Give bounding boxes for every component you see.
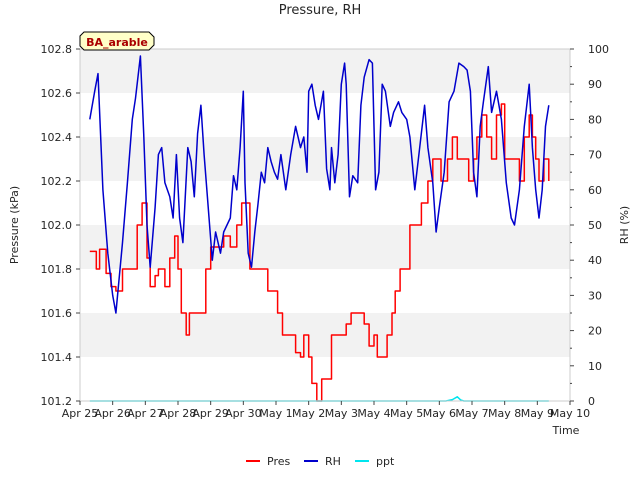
grid-band (80, 269, 570, 313)
right-tick-label: 0 (588, 395, 595, 408)
right-tick-label: 100 (588, 43, 609, 56)
right-axis-label: RH (%) (618, 206, 631, 244)
right-tick-label: 20 (588, 325, 602, 338)
right-axis: 0 10 20 30 40 50 60 70 80 90 100 (570, 43, 609, 408)
left-tick-label: 101.2 (41, 395, 73, 408)
grid-band (80, 181, 570, 225)
x-tick-label: May 1 (259, 407, 292, 420)
right-tick-label: 80 (588, 113, 602, 126)
x-tick-label: May 2 (292, 407, 325, 420)
x-tick-label: May 4 (357, 407, 390, 420)
grid-band (80, 313, 570, 357)
annotation-box (79, 31, 155, 51)
right-tick-label: 50 (588, 219, 602, 232)
grid-bands (80, 49, 570, 401)
site-annotation: BA_arable (79, 31, 155, 51)
left-axis-label: Pressure (kPa) (8, 186, 21, 264)
x-tick-label: May 8 (488, 407, 521, 420)
grid-band (80, 49, 570, 93)
right-tick-label: 40 (588, 254, 602, 267)
x-tick-label: Apr 29 (192, 407, 229, 420)
left-tick-label: 102.6 (41, 87, 73, 100)
x-tick-label: Apr 25 (62, 407, 99, 420)
x-tick-label: Apr 28 (160, 407, 197, 420)
x-tick-label: Apr 27 (127, 407, 164, 420)
x-tick-label: May 5 (390, 407, 423, 420)
annotation-text: BA_arable (86, 36, 148, 49)
left-tick-label: 102.2 (41, 175, 73, 188)
right-tick-label: 30 (588, 289, 602, 302)
x-tick-label: May 7 (455, 407, 488, 420)
x-tick-label: May 6 (423, 407, 456, 420)
right-tick-label: 10 (588, 360, 602, 373)
legend-label-ppt: ppt (376, 455, 395, 468)
legend-label-rh: RH (325, 455, 341, 468)
x-tick-label: May 10 (550, 407, 590, 420)
left-tick-label: 102.0 (41, 219, 73, 232)
left-tick-label: 101.4 (41, 351, 73, 364)
x-tick-label: Apr 30 (225, 407, 262, 420)
left-tick-label: 102.4 (41, 131, 73, 144)
legend: Pres RH ppt (246, 455, 395, 468)
legend-label-pres: Pres (267, 455, 290, 468)
left-tick-label: 102.8 (41, 43, 73, 56)
grid-band (80, 225, 570, 269)
left-axis: 101.2 101.4 101.6 101.8 102.0 102.2 102.4 102.6… (41, 43, 80, 408)
x-tick-label: Apr 26 (94, 407, 131, 420)
chart-title: Pressure, RH (279, 3, 362, 18)
series-line-rh (89, 55, 550, 314)
right-tick-label: 90 (588, 78, 602, 91)
left-tick-label: 101.8 (41, 263, 73, 276)
right-tick-label: 70 (588, 149, 602, 162)
x-axis-label: Time (552, 424, 580, 437)
left-tick-label: 101.6 (41, 307, 73, 320)
x-tick-label: May 3 (325, 407, 358, 420)
right-tick-label: 60 (588, 184, 602, 197)
x-tick-label: May 9 (521, 407, 554, 420)
